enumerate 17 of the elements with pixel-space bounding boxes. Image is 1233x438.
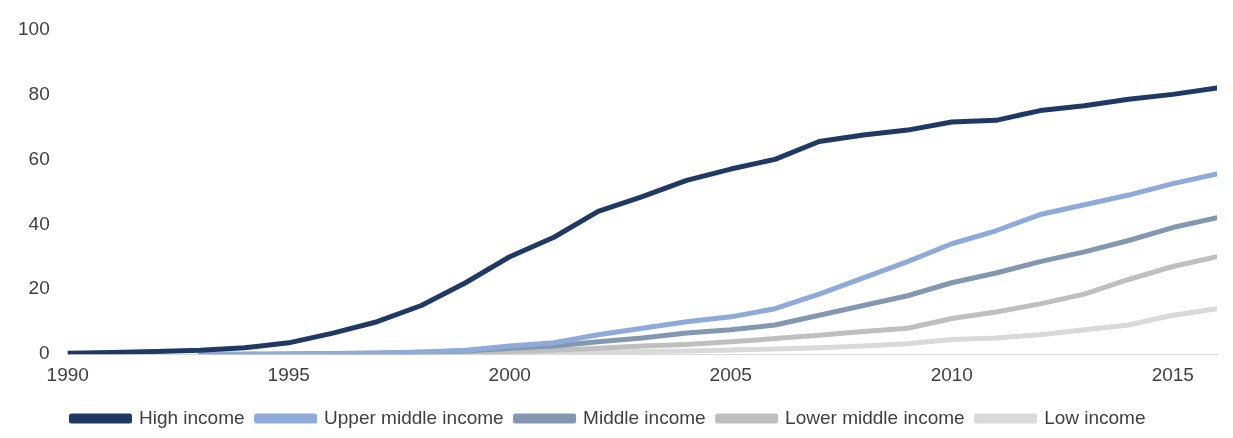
legend-label: Lower middle income bbox=[785, 406, 965, 428]
x-tick-label: 2010 bbox=[930, 363, 973, 385]
x-tick-label: 1990 bbox=[46, 363, 89, 385]
y-tick-label: 20 bbox=[28, 277, 50, 299]
y-tick-label: 80 bbox=[28, 82, 50, 104]
x-tick-label: 2000 bbox=[488, 363, 531, 385]
legend-label: Upper middle income bbox=[324, 406, 504, 428]
legend-label: Low income bbox=[1044, 406, 1146, 428]
y-tick-label: 40 bbox=[28, 212, 50, 234]
y-tick-label: 60 bbox=[28, 147, 50, 169]
legend-label: High income bbox=[138, 406, 245, 428]
x-tick-label: 1995 bbox=[267, 363, 310, 385]
y-tick-label: 100 bbox=[18, 17, 50, 39]
y-tick-label: 0 bbox=[39, 342, 50, 364]
x-tick-label: 2005 bbox=[709, 363, 752, 385]
legend-label: Middle income bbox=[583, 406, 706, 428]
x-tick-label: 2015 bbox=[1151, 363, 1194, 385]
